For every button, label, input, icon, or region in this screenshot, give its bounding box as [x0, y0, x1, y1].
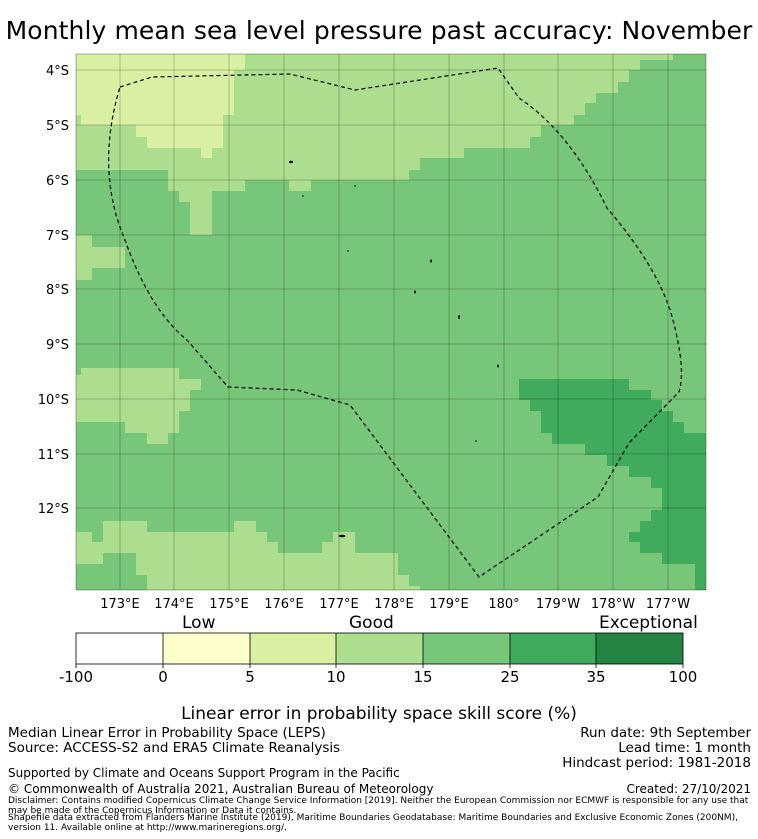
- map-title: Monthly mean sea level pressure past acc…: [5, 16, 753, 45]
- colorbar-tick: 0: [158, 668, 168, 686]
- lon-label: 177°E: [319, 597, 359, 612]
- lat-label: 12°S: [38, 502, 69, 517]
- islands: [289, 160, 499, 538]
- disclaimer: Disclaimer: Contains modified Copernicus…: [8, 796, 749, 816]
- colorbar-segment: [336, 633, 423, 664]
- colorbar-tick: 5: [245, 668, 255, 686]
- lat-label: 4°S: [46, 64, 69, 79]
- lat-label: 5°S: [46, 119, 69, 134]
- colorbar: -100 0 5 10 15 25 35 100: [59, 632, 698, 686]
- colorbar-tick: 35: [586, 668, 605, 686]
- colorbar-tick: 15: [413, 668, 432, 686]
- colorbar-tick: 100: [669, 668, 698, 686]
- category-good: Good: [349, 613, 394, 633]
- colorbar-tick: -100: [59, 668, 93, 686]
- colorbar-segment: [596, 633, 683, 664]
- lon-label: 173°E: [100, 597, 140, 612]
- category-low: Low: [182, 613, 216, 633]
- latitude-labels: 4°S 5°S 6°S 7°S 8°S 9°S 10°S 11°S 12°S: [38, 64, 69, 517]
- lat-label: 10°S: [38, 393, 69, 408]
- lat-label: 8°S: [46, 283, 69, 298]
- run-date: Run date: 9th September: [580, 725, 751, 741]
- colorbar-label: Linear error in probability space skill …: [181, 704, 577, 724]
- lat-label: 6°S: [46, 174, 69, 189]
- shapefile-credit: Shapefile data extracted from Flanders M…: [8, 813, 738, 833]
- colorbar-segment: [76, 633, 163, 664]
- lat-label: 9°S: [46, 338, 69, 353]
- data-source: Source: ACCESS-S2 and ERA5 Climate Reana…: [8, 740, 341, 756]
- category-exceptional: Exceptional: [599, 613, 698, 633]
- lon-label: 179°E: [429, 597, 469, 612]
- created-date: Created: 27/10/2021: [626, 782, 751, 796]
- lat-label: 11°S: [38, 448, 69, 463]
- hindcast-period: Hindcast period: 1981-2018: [562, 755, 751, 771]
- colorbar-segment: [423, 633, 510, 664]
- metric-description: Median Linear Error in Probability Space…: [8, 725, 326, 741]
- lon-label: 175°E: [209, 597, 249, 612]
- lon-label: 176°E: [264, 597, 304, 612]
- lead-time: Lead time: 1 month: [618, 740, 751, 756]
- eez-boundary: [108, 67, 683, 578]
- lon-label: 179°W: [536, 597, 580, 612]
- lon-label: 174°E: [154, 597, 194, 612]
- colorbar-segment: [250, 633, 336, 664]
- lon-label: 177°W: [646, 597, 690, 612]
- colorbar-segment: [163, 633, 250, 664]
- support-note: Supported by Climate and Oceans Support …: [8, 766, 400, 780]
- colorbar-segment: [510, 633, 596, 664]
- lon-label: 178°W: [591, 597, 635, 612]
- colorbar-tick: 25: [500, 668, 519, 686]
- lon-label: 178°E: [374, 597, 414, 612]
- lon-label: 180°: [488, 597, 519, 612]
- skill-score-field: [76, 54, 706, 590]
- longitude-labels: 173°E 174°E 175°E 176°E 177°E 178°E 179°…: [100, 597, 690, 612]
- lat-label: 7°S: [46, 229, 69, 244]
- copyright: © Commonwealth of Australia 2021, Austra…: [8, 782, 434, 796]
- colorbar-tick: 10: [326, 668, 345, 686]
